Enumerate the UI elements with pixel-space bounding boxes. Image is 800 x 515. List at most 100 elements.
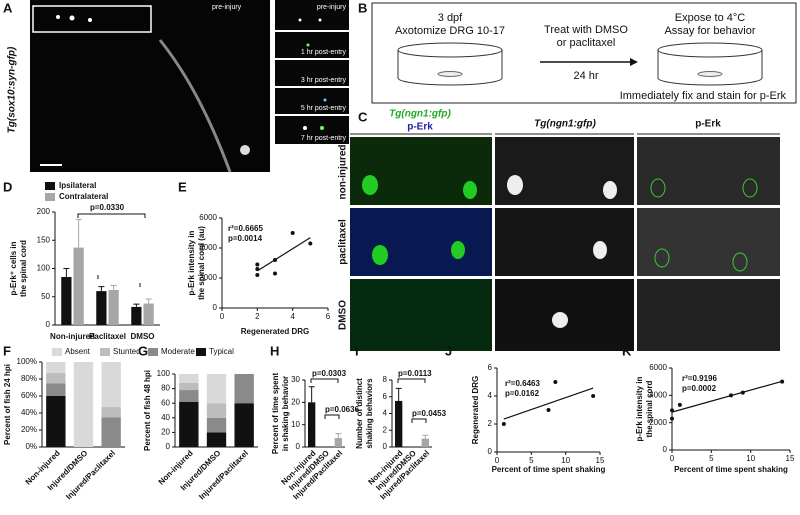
panel-label: D	[3, 179, 12, 194]
legend-label: Stunted	[113, 347, 141, 356]
bar	[73, 247, 84, 325]
bracket	[397, 378, 426, 383]
point	[290, 231, 295, 235]
x-tick-label: 5	[709, 454, 714, 463]
point	[670, 416, 674, 421]
bar-segment	[73, 362, 94, 447]
y-tick-label: 2000	[649, 418, 667, 427]
micrograph	[637, 279, 780, 351]
frame	[275, 116, 349, 144]
bar-segment	[179, 401, 199, 447]
y-axis-label: in shaking behavior	[281, 376, 290, 451]
panel-label: F	[3, 343, 11, 358]
cell	[552, 312, 568, 328]
outline	[650, 178, 666, 198]
annotation: r²=0.6665	[228, 224, 263, 233]
annotation: p=0.0303	[312, 369, 347, 378]
schematic-frame	[371, 2, 797, 104]
y-tick-label: 10	[291, 420, 300, 429]
annotation: p=0.0014	[228, 234, 263, 243]
y-tick-label: 80%	[21, 374, 37, 383]
y-tick-label: 20%	[21, 425, 37, 434]
y-tick-label: 6	[488, 363, 493, 372]
y-tick-label: 80	[161, 384, 170, 393]
point	[740, 390, 745, 395]
bar-segment	[101, 362, 121, 408]
bar-segment	[101, 407, 121, 418]
y-tick-label: 6	[383, 392, 388, 401]
y-axis-label: p-Erk intensity in	[635, 376, 644, 441]
blob	[88, 18, 92, 22]
bar-segment	[206, 417, 227, 433]
x-tick-label: Non-injured	[50, 332, 95, 341]
caption: pre-injury	[317, 4, 347, 11]
x-tick-label: Injured/Paclitaxel	[64, 449, 117, 502]
step-text: Treat with DMSO	[544, 24, 628, 36]
y-axis-label: Percent of time spent	[271, 372, 280, 454]
legend-swatch	[100, 348, 110, 356]
annotation: p=0.0636	[325, 405, 360, 414]
caption: pre-injury	[212, 4, 242, 11]
row-label: DMSO	[338, 300, 349, 330]
step-text: or paclitaxel	[557, 37, 616, 49]
legend-swatch	[45, 182, 55, 190]
y-tick-label: 0%	[25, 442, 37, 451]
y-tick-label: 0	[296, 442, 301, 451]
x-tick-label: 2	[255, 312, 260, 321]
blob	[318, 18, 322, 22]
y-tick-label: 6000	[649, 363, 667, 372]
cell	[507, 175, 523, 195]
cell	[463, 181, 477, 199]
cell	[362, 175, 378, 195]
x-tick-label: Paclitaxel	[89, 332, 126, 341]
x-tick-label: 10	[561, 456, 570, 465]
annotation: p=0.0162	[505, 389, 540, 398]
y-tick-label: 20	[161, 428, 170, 437]
bar	[143, 303, 154, 325]
y-axis-label: the spinal cord	[645, 380, 654, 437]
x-tick-label: Injured/Paclitaxel	[197, 449, 250, 502]
point	[255, 262, 260, 267]
error-bar	[422, 434, 429, 439]
point	[273, 258, 277, 262]
legend-swatch	[52, 348, 62, 356]
panel-label: G	[138, 343, 148, 358]
fish	[437, 71, 463, 77]
point	[255, 273, 260, 277]
inset-box	[32, 5, 152, 33]
bar	[395, 400, 403, 447]
y-axis-label: Number of distinct	[355, 378, 364, 449]
bar	[61, 276, 72, 325]
annotation: p=0.0002	[682, 384, 717, 393]
frame	[275, 32, 349, 58]
blob	[69, 15, 75, 21]
outline	[742, 178, 758, 198]
legend-swatch	[196, 348, 206, 356]
point	[591, 394, 596, 398]
row-label: Tg(sox10:syn-gfp)	[7, 46, 18, 133]
error-bar	[145, 298, 152, 304]
point	[670, 408, 674, 413]
y-tick-label: 2	[383, 425, 388, 434]
y-tick-label: 200	[37, 207, 51, 216]
y-tick-label: 0	[488, 447, 493, 456]
error-bar	[335, 433, 342, 439]
row-label: non-injured	[338, 145, 349, 200]
micrograph	[30, 0, 270, 172]
y-tick-label: 4	[488, 391, 493, 400]
outline	[732, 252, 748, 272]
y-tick-label: 4000	[649, 390, 667, 399]
y-tick-label: 100	[157, 369, 171, 378]
step-text: 3 dpf	[438, 12, 463, 24]
legend-label: Contralateral	[59, 192, 108, 201]
bar	[131, 306, 142, 325]
bracket	[77, 213, 146, 218]
y-axis-label: Percent of fish 24 hpi	[3, 364, 12, 445]
caption: 7 hr post-entry	[301, 135, 347, 142]
x-axis-label: Percent of time spent shaking	[492, 465, 606, 474]
micrograph	[637, 208, 780, 276]
x-tick-label: 15	[786, 454, 795, 463]
point	[780, 379, 785, 384]
x-axis-label: Regenerated DRG	[241, 327, 309, 336]
